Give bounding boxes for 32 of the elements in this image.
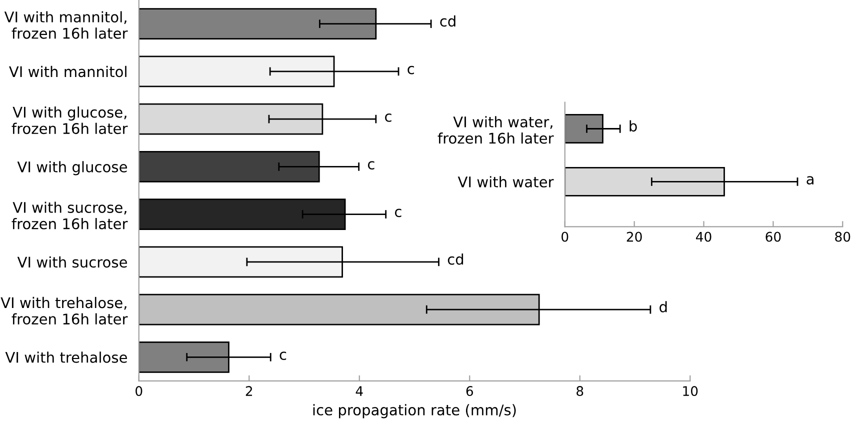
y-tick-label: VI with trehalose, frozen 16h later: [0, 296, 128, 325]
annotation: b: [630, 120, 637, 132]
y-tick-label: VI with mannitol: [9, 66, 126, 78]
y-tick-label: VI with water: [458, 176, 554, 188]
x-tick-label: 8: [576, 386, 584, 396]
annotation: c: [280, 352, 286, 360]
x-tick-label: 80: [835, 232, 850, 242]
annotation: a: [806, 176, 814, 185]
x-tick-label: 4: [356, 386, 363, 396]
annotation: cd: [448, 253, 464, 265]
x-tick-label: 6: [466, 386, 473, 396]
annotation: c: [385, 114, 392, 122]
annotation: c: [394, 208, 402, 218]
y-tick-label: VI with glucose: [17, 161, 127, 176]
y-tick-label: VI with trehalose: [5, 352, 127, 363]
annotation: c: [408, 66, 414, 74]
x-tick-label: 10: [683, 386, 698, 396]
x-tick-label: 0: [136, 386, 142, 396]
annotation: c: [368, 161, 374, 170]
x-tick-label: 20: [626, 232, 642, 242]
x-axis-title: ice propagation rate (mm/s): [313, 404, 516, 418]
x-tick-label: 2: [246, 386, 252, 396]
y-tick-label: VI with sucrose, frozen 16h later: [12, 202, 128, 230]
x-tick-label: 40: [696, 232, 712, 242]
annotation: d: [660, 301, 667, 312]
y-tick-label: VI with sucrose: [17, 256, 127, 268]
y-tick-label: VI with glucose, frozen 16h later: [12, 106, 128, 134]
annotation: cd: [440, 15, 456, 27]
x-tick-label: 60: [766, 232, 781, 242]
x-tick-label: 0: [562, 232, 568, 242]
y-tick-label: VI with mannitol, frozen 16h later: [4, 11, 128, 39]
y-tick-label: VI with water, frozen 16h later: [438, 116, 554, 144]
